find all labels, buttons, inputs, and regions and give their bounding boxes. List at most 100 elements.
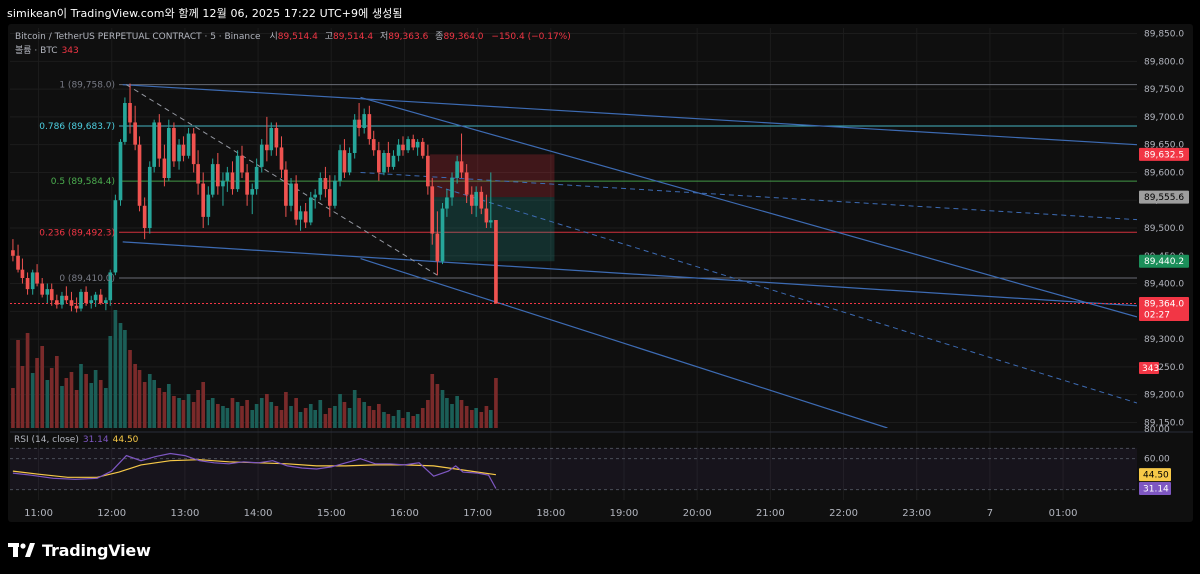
close-value: 89,364.0 bbox=[443, 32, 484, 42]
volume-bar bbox=[113, 310, 118, 428]
volume-bar bbox=[386, 414, 391, 428]
candle-body bbox=[123, 103, 127, 142]
time-axis-label: 18:00 bbox=[536, 508, 565, 519]
time-axis-label: 13:00 bbox=[170, 508, 199, 519]
candle-body bbox=[445, 197, 449, 209]
candle-body bbox=[488, 220, 493, 223]
volume-bar bbox=[377, 404, 381, 428]
volume-bar bbox=[93, 370, 98, 428]
price-axis-label: 89,700.0 bbox=[1144, 113, 1184, 123]
volume-bar bbox=[469, 410, 474, 428]
volume-bar bbox=[254, 404, 259, 428]
volume-bar bbox=[128, 350, 132, 428]
volume-bar bbox=[84, 374, 88, 428]
volume-bar bbox=[415, 414, 420, 428]
volume-bar bbox=[186, 394, 191, 428]
price-axis-label: 89,400.0 bbox=[1144, 280, 1184, 290]
time-axis-label: 7 bbox=[987, 508, 993, 519]
volume-axis-label: 80.00 bbox=[1144, 425, 1170, 435]
volume-bar bbox=[133, 364, 137, 428]
time-axis-label: 16:00 bbox=[390, 508, 419, 519]
symbol-description[interactable]: Bitcoin / TetherUS PERPETUAL CONTRACT · … bbox=[15, 32, 261, 42]
volume-value: 343 bbox=[61, 46, 79, 56]
dashed-projection-line bbox=[360, 171, 1137, 221]
candle-body bbox=[426, 155, 430, 187]
candle-body bbox=[221, 180, 225, 187]
candle-body bbox=[430, 186, 435, 234]
candle-body bbox=[186, 133, 191, 156]
volume-bar bbox=[455, 396, 459, 428]
candle-body bbox=[333, 180, 337, 206]
candle-body bbox=[16, 255, 20, 270]
fib-level-label: 0 (89,410.0) bbox=[59, 274, 115, 284]
rsi-label[interactable]: RSI (14, close) bbox=[14, 435, 79, 445]
candle-body bbox=[74, 305, 79, 309]
volume-bar bbox=[11, 388, 15, 428]
volume-bar bbox=[450, 404, 454, 428]
volume-bar bbox=[235, 402, 240, 428]
time-axis-label: 17:00 bbox=[463, 508, 492, 519]
candle-body bbox=[313, 194, 317, 198]
volume-bar bbox=[45, 380, 50, 428]
close-label: 종 bbox=[435, 32, 444, 42]
price-tag bbox=[1139, 190, 1189, 204]
high-value: 89,514.4 bbox=[332, 32, 374, 42]
volume-bar bbox=[323, 414, 328, 428]
rsi-tag bbox=[1139, 481, 1171, 495]
price-axis-label: 89,500.0 bbox=[1144, 224, 1184, 234]
volume-bar bbox=[459, 400, 464, 428]
low-label: 저 bbox=[379, 32, 389, 42]
fib-level-label: 0.5 (89,584.4) bbox=[51, 177, 115, 187]
candle-body bbox=[69, 300, 74, 306]
volume-bar bbox=[98, 380, 103, 428]
volume-label[interactable]: 볼륨 · BTC bbox=[15, 46, 58, 56]
candle-body bbox=[494, 220, 498, 304]
candle-body bbox=[55, 300, 59, 305]
candle-body bbox=[318, 178, 323, 195]
candle-body bbox=[279, 147, 284, 170]
position-stop-zone bbox=[430, 154, 555, 198]
candle-body bbox=[11, 250, 15, 256]
candle-body bbox=[137, 144, 142, 206]
volume-bar bbox=[347, 408, 352, 428]
volume-bar bbox=[49, 368, 54, 428]
volume-tag-label: 343 bbox=[1142, 364, 1159, 374]
candle-body bbox=[455, 161, 459, 178]
volume-bar bbox=[327, 408, 332, 428]
candle-body bbox=[308, 197, 313, 223]
candle-body bbox=[274, 128, 279, 148]
price-tag-countdown: 02:27 bbox=[1144, 311, 1170, 321]
volume-bar bbox=[396, 410, 401, 428]
candle-body bbox=[464, 172, 469, 195]
candle-body bbox=[479, 191, 484, 209]
volume-bar bbox=[20, 366, 25, 428]
time-axis-label: 15:00 bbox=[317, 508, 346, 519]
candle-body bbox=[352, 119, 357, 153]
volume-bar bbox=[352, 390, 357, 428]
volume-bar bbox=[16, 340, 20, 428]
volume-bar bbox=[172, 396, 176, 428]
rsi-legend: RSI (14, close) 31.14 44.50 bbox=[14, 435, 138, 445]
price-tag bbox=[1139, 254, 1189, 268]
candle-body bbox=[411, 139, 416, 148]
volume-bar bbox=[166, 384, 171, 428]
candle-body bbox=[128, 103, 132, 123]
volume-bar bbox=[225, 408, 230, 428]
candle-body bbox=[25, 278, 30, 290]
volume-bar bbox=[382, 412, 386, 428]
candle-body bbox=[60, 295, 64, 305]
volume-bar bbox=[108, 336, 113, 428]
tradingview-logo: TradingView bbox=[8, 538, 151, 562]
volume-bar bbox=[303, 408, 308, 428]
volume-bar bbox=[318, 400, 323, 428]
chart-area[interactable] bbox=[8, 24, 1193, 522]
volume-bar bbox=[35, 358, 39, 428]
dashed-projection-line bbox=[126, 84, 438, 276]
change-value: −150.4 (−0.17%) bbox=[491, 32, 571, 42]
candle-body bbox=[157, 122, 162, 159]
candle-body bbox=[113, 200, 118, 273]
volume-bar bbox=[216, 404, 220, 428]
volume-bar bbox=[484, 406, 489, 428]
